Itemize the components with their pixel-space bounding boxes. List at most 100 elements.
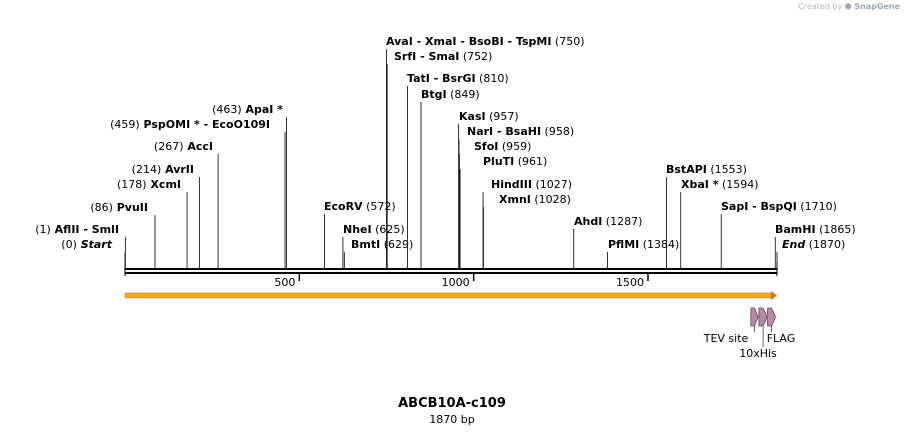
site-position: (178) (117, 178, 147, 191)
site-position: (1028) (531, 193, 571, 206)
enzyme-name: XmnI (499, 193, 531, 206)
site-position: (957) (486, 110, 519, 123)
enzyme-name: SrfI (394, 50, 416, 63)
enzyme-name: - BsaHI (493, 125, 541, 138)
enzyme-name: PluTI (483, 155, 514, 168)
site-position: (810) (476, 72, 509, 85)
site-position: (629) (380, 238, 413, 251)
site-position: (625) (372, 223, 405, 236)
enzyme-name: - TspMI (504, 35, 552, 48)
site-label: BamHI (1865) (775, 223, 856, 236)
site-position: (214) (132, 163, 162, 176)
enzyme-name: PspOMI * (140, 118, 200, 131)
feature-label: FLAG (767, 332, 796, 345)
enzyme-name: AhdI (574, 215, 602, 228)
map-length: 1870 bp (429, 413, 475, 426)
ruler-tick-label: 1000 (442, 276, 470, 289)
enzyme-name: BtgI (421, 88, 447, 101)
site-label: BtgI (849) (421, 88, 480, 101)
site-label: (214) AvrII (132, 163, 194, 176)
site-label: AhdI (1287) (574, 215, 642, 228)
enzyme-name: - BsoBI (457, 35, 504, 48)
enzyme-name: PvuII (113, 201, 148, 214)
site-label: XbaI * (1594) (681, 178, 759, 191)
enzyme-name: XcmI (147, 178, 181, 191)
site-position: (1027) (532, 178, 572, 191)
site-position: (267) (154, 140, 184, 153)
site-label: BstAPI (1553) (666, 163, 747, 176)
enzyme-name: NheI (343, 223, 372, 236)
enzyme-name: SfoI (474, 140, 498, 153)
enzyme-name: BamHI (775, 223, 816, 236)
enzyme-name: - SmlI (80, 223, 119, 236)
site-label: SrfI - SmaI (752) (394, 50, 492, 63)
credit-prefix: Created by (798, 2, 843, 11)
enzyme-name: HindIII (491, 178, 532, 191)
site-label: TatI - BsrGI (810) (407, 72, 509, 85)
site-label: (459) PspOMI * - EcoO109I (110, 118, 270, 131)
site-position: (1710) (797, 200, 837, 213)
orf-arrowhead (771, 291, 777, 300)
enzyme-name: - BsrGI (430, 72, 476, 85)
site-label: HindIII (1027) (491, 178, 572, 191)
site-position: (1) (35, 223, 51, 236)
site-label: SapI - BspQI (1710) (721, 200, 837, 213)
feature-arrow (767, 307, 777, 327)
site-label: BmtI (629) (351, 238, 413, 251)
site-label: PflMI (1384) (608, 238, 679, 251)
ruler-tick-label: 1500 (616, 276, 644, 289)
enzyme-name: AvaI (386, 35, 413, 48)
site-label: KasI (957) (459, 110, 519, 123)
ruler-tick-label: 500 (274, 276, 295, 289)
enzyme-name: - BspQI (748, 200, 796, 213)
enzyme-name: BstAPI (666, 163, 707, 176)
site-position: (959) (498, 140, 531, 153)
feature-label: TEV site (703, 332, 749, 345)
snapgene-credit: Created by ⬢ SnapGene (798, 2, 900, 11)
map-title: ABCB10A-c109 (398, 396, 506, 411)
site-position: (0) (61, 238, 77, 251)
site-position: (958) (541, 125, 574, 138)
site-position: (1384) (639, 238, 679, 251)
site-label: EcoRV (572) (324, 200, 396, 213)
feature-label: 10xHis (739, 347, 777, 360)
site-position: (961) (514, 155, 547, 168)
enzyme-name: XbaI * (681, 178, 719, 191)
enzyme-name: Start (77, 238, 113, 251)
site-position: (849) (447, 88, 480, 101)
site-position: (1287) (602, 215, 642, 228)
site-position: (1865) (816, 223, 856, 236)
site-label: NarI - BsaHI (958) (467, 125, 574, 138)
feature-arrow (758, 307, 768, 327)
site-position: (750) (551, 35, 584, 48)
site-label: (0) Start (61, 238, 112, 251)
site-label: XmnI (1028) (499, 193, 571, 206)
site-label: (178) XcmI (117, 178, 181, 191)
site-label: (86) PvuII (90, 201, 148, 214)
site-position: (459) (110, 118, 140, 131)
enzyme-name: End (782, 238, 805, 251)
enzyme-name: - SmaI (416, 50, 459, 63)
enzyme-name: - XmaI (413, 35, 457, 48)
site-label: (267) AccI (154, 140, 213, 153)
site-label: NheI (625) (343, 223, 405, 236)
enzyme-name: PflMI (608, 238, 639, 251)
site-label: SfoI (959) (474, 140, 531, 153)
feature-arrow (750, 307, 759, 327)
enzyme-name: KasI (459, 110, 486, 123)
site-label: (463) ApaI * (212, 103, 283, 116)
site-label: AvaI - XmaI - BsoBI - TspMI (750) (386, 35, 585, 48)
site-position: (752) (459, 50, 492, 63)
enzyme-name: EcoRV (324, 200, 363, 213)
site-position: (463) (212, 103, 242, 116)
site-position: (572) (363, 200, 396, 213)
enzyme-name: AccI (184, 140, 213, 153)
site-position: (1870) (805, 238, 845, 251)
enzyme-name: SapI (721, 200, 748, 213)
enzyme-name: TatI (407, 72, 430, 85)
credit-brand: SnapGene (854, 2, 900, 11)
orf-bar (124, 292, 772, 299)
snapgene-logo: ⬢ (844, 2, 852, 11)
site-position: (1553) (707, 163, 747, 176)
